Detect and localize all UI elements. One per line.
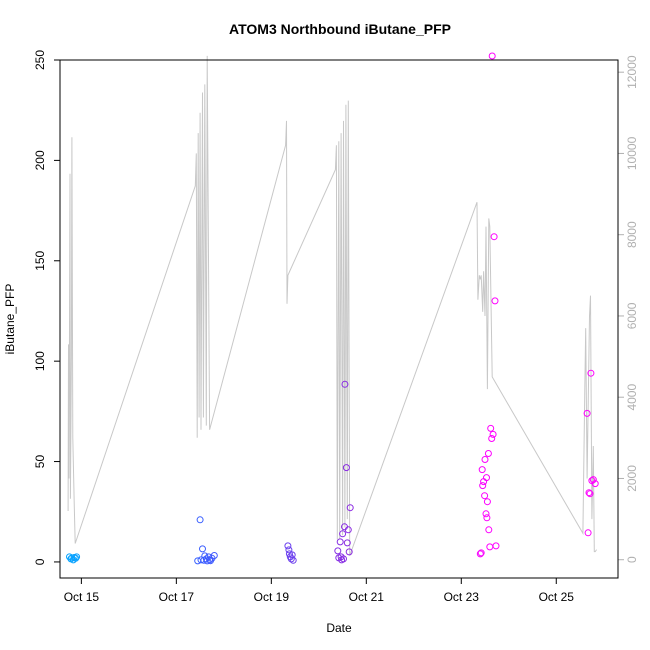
x-tick-label: Oct 23: [444, 590, 480, 604]
data-point: [585, 489, 593, 497]
x-tick-label: Oct 21: [349, 590, 385, 604]
data-point: [483, 474, 490, 482]
y-tick-label: 50: [33, 455, 47, 469]
data-point: [481, 492, 489, 500]
data-point: [491, 297, 499, 305]
y2-tick-label: 12000: [625, 55, 639, 89]
data-point: [481, 456, 489, 463]
data-point: [587, 369, 595, 377]
data-point: [289, 556, 297, 564]
data-point: [478, 466, 486, 474]
data-point: [345, 548, 353, 556]
data-point: [487, 424, 495, 432]
data-point: [484, 450, 492, 457]
secondary-series-line: [67, 55, 598, 556]
data-point: [476, 550, 484, 558]
data-point: [490, 233, 498, 241]
y2-tick-label: 4000: [625, 384, 639, 411]
data-point: [486, 543, 494, 551]
x-tick-label: Oct 17: [159, 590, 195, 604]
y2-tick-label: 2000: [625, 465, 639, 492]
plot-frame: [59, 59, 619, 579]
data-point: [72, 554, 80, 562]
data-point: [479, 482, 487, 490]
y-tick-label: 150: [33, 250, 47, 270]
data-point: [482, 510, 490, 518]
y2-tick-label: 6000: [625, 302, 639, 329]
data-point: [477, 549, 485, 557]
data-point: [344, 526, 352, 534]
data-point: [488, 52, 496, 60]
data-point: [492, 542, 500, 550]
data-point: [210, 552, 218, 559]
x-axis-label: Date: [326, 621, 352, 635]
data-point: [589, 476, 597, 484]
points-layer: [66, 52, 599, 565]
data-point: [485, 526, 493, 534]
data-point: [334, 547, 342, 555]
axes-layer: Oct 15 Oct 17 Oct 19 Oct 21 Oct 23 Oct 25 0 50 1…: [33, 50, 639, 604]
x-tick-label: Oct 25: [539, 590, 575, 604]
data-point: [73, 553, 81, 561]
y-tick-label: 0: [33, 558, 47, 565]
data-point: [284, 542, 292, 550]
secondary-line-layer: [67, 55, 598, 556]
y-axis-label: iButane_PFP: [3, 284, 17, 355]
data-point: [341, 380, 349, 388]
y2-tick-label: 0: [625, 556, 639, 563]
y-tick-label: 200: [33, 150, 47, 170]
x-tick-label: Oct 19: [254, 590, 290, 604]
data-point: [483, 498, 491, 506]
y-tick-label: 100: [33, 351, 47, 371]
data-point: [489, 430, 497, 438]
x-tick-label: Oct 15: [64, 590, 100, 604]
y2-tick-label: 8000: [625, 221, 639, 248]
data-point: [591, 480, 599, 488]
chart-title: ATOM3 Northbound iButane_PFP: [229, 21, 451, 37]
data-point: [336, 538, 344, 546]
y2-tick-label: 10000: [625, 136, 639, 170]
data-point: [586, 490, 594, 498]
data-point: [196, 516, 204, 524]
data-point: [346, 504, 354, 512]
data-point: [287, 555, 295, 563]
data-point: [483, 514, 491, 522]
data-point: [285, 546, 293, 554]
data-point: [488, 435, 496, 442]
data-point: [584, 529, 592, 537]
data-point: [583, 409, 591, 417]
data-point: [342, 464, 350, 472]
data-point: [339, 530, 347, 538]
data-point: [199, 545, 206, 553]
data-point: [343, 539, 351, 547]
data-point: [338, 556, 346, 564]
y-tick-label: 250: [33, 50, 47, 70]
